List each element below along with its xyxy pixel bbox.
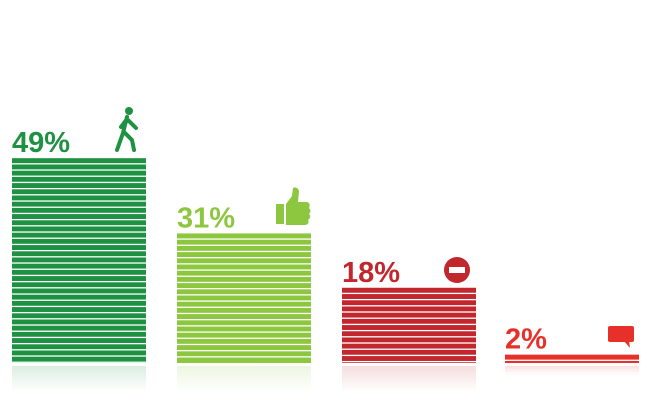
thumbs-up-icon	[276, 187, 311, 225]
bar	[505, 354, 639, 363]
bar-stripe	[12, 218, 146, 221]
bar-stripe	[12, 194, 146, 196]
value-label: 2%	[505, 324, 547, 356]
bar-stripe	[342, 348, 476, 350]
bar-stripe	[177, 250, 311, 253]
bar-stripe	[12, 280, 146, 283]
bar	[177, 233, 311, 363]
bar-stripe	[342, 317, 476, 319]
bars: 49% 31% 18% 2%	[12, 127, 639, 392]
bar-stripe	[177, 312, 311, 315]
bar-stripe	[177, 269, 311, 271]
bar-stripe	[177, 288, 311, 290]
bar-stripe	[12, 200, 146, 202]
bar-stripe	[177, 337, 311, 339]
bar-stripe	[12, 287, 146, 289]
bar-stripe	[342, 311, 476, 313]
reflection-fade	[12, 366, 146, 392]
bar-stripe	[177, 325, 311, 327]
bar-stripe	[12, 187, 146, 190]
reflection-fade	[342, 366, 476, 392]
bar-stripe	[342, 298, 476, 301]
bar-stripe	[12, 169, 146, 171]
value-label: 31%	[177, 202, 235, 234]
bar-stripe	[177, 356, 311, 358]
bar-stripe	[12, 336, 146, 339]
bar-stripe	[12, 324, 146, 326]
bar-stripe	[12, 361, 146, 363]
bar-stripe	[12, 181, 146, 184]
bar-stripe	[12, 212, 146, 215]
bar-stripe	[12, 163, 146, 165]
bar-stripe	[12, 225, 146, 227]
bar-stripe	[177, 257, 311, 259]
bar-stripe	[12, 342, 146, 345]
icons	[115, 107, 634, 348]
bar-stripe	[177, 350, 311, 352]
bar-stripe	[12, 305, 146, 308]
bar-stripe	[177, 343, 311, 346]
reflection-fade	[177, 366, 311, 392]
bar-stripe	[12, 249, 146, 252]
bar-stripe	[177, 238, 311, 240]
bar-stripe	[12, 231, 146, 233]
bar-stripe	[342, 323, 476, 326]
bar-stripe	[177, 294, 311, 296]
bar-stripe	[12, 318, 146, 320]
bar-stripe	[177, 300, 311, 302]
bar-stripe	[177, 306, 311, 308]
bar-stripe	[177, 281, 311, 284]
bar-stripe	[12, 256, 146, 258]
reflection-fade	[505, 366, 639, 375]
walker-icon	[115, 107, 138, 152]
bar-stripe	[12, 293, 146, 295]
bar-stripe	[177, 263, 311, 265]
bar-stripe	[177, 275, 311, 277]
bar-stripe	[12, 274, 146, 277]
bar-stripe	[177, 319, 311, 321]
bar-stripe	[342, 305, 476, 307]
bar	[12, 158, 146, 363]
bar-stripe	[12, 268, 146, 270]
bar-stripe	[505, 359, 639, 361]
bar-stripe	[12, 243, 146, 246]
bar-stripe	[342, 342, 476, 344]
bar	[342, 287, 476, 363]
value-label: 18%	[342, 257, 400, 289]
bar-stripe	[12, 311, 146, 314]
speech-bubble-icon	[608, 326, 634, 348]
bar-stripe	[342, 336, 476, 338]
bar-stripe	[12, 237, 146, 239]
bar-stripe	[12, 355, 146, 357]
bar-stripe	[342, 354, 476, 357]
bar-stripe	[12, 262, 146, 264]
bar-stripe	[12, 330, 146, 332]
bar-stripe	[177, 244, 311, 246]
value-label: 49%	[12, 127, 70, 159]
bar-stripe	[12, 175, 146, 177]
bar-stripe	[12, 206, 146, 208]
bar-stripe	[342, 329, 476, 332]
bar-stripe	[177, 331, 311, 333]
bar-stripe	[342, 292, 476, 295]
bar-stripe	[342, 360, 476, 363]
minus-icon	[444, 257, 470, 283]
bar-stripe	[12, 299, 146, 301]
bar-stripe	[12, 349, 146, 351]
